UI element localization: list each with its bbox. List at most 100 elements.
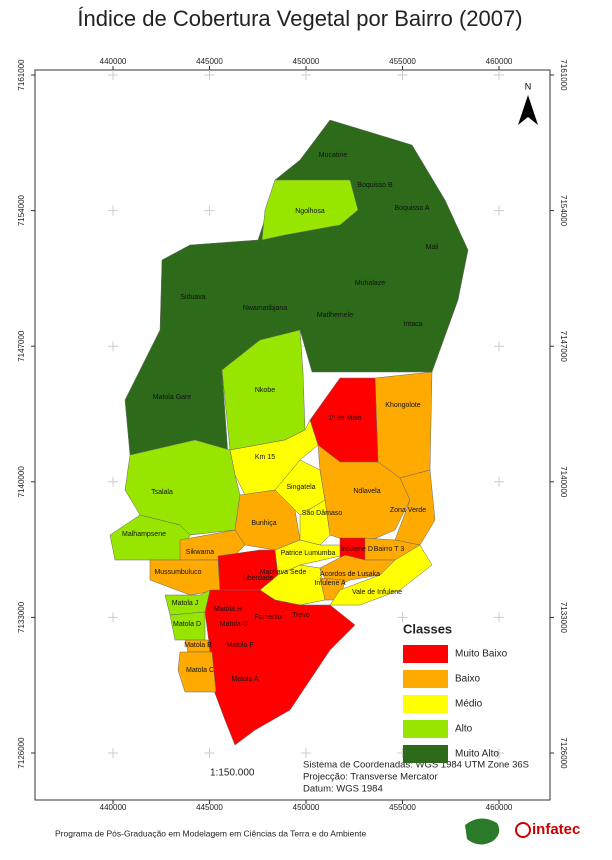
x-tick-label: 450000 <box>293 803 320 812</box>
legend-label: Baixo <box>455 674 480 685</box>
grid-cross <box>108 205 118 216</box>
grid-cross <box>108 341 118 352</box>
y-tick-label: 7133000 <box>17 601 26 633</box>
legend-swatch <box>403 695 448 713</box>
neighborhood-label: Mucatine <box>319 152 348 159</box>
neighborhood-label: Trevo <box>292 612 310 619</box>
grid-cross <box>204 748 215 758</box>
logo-text: infatec <box>532 821 580 838</box>
neighborhood-label: Ngolhosa <box>295 208 325 215</box>
neighborhood-label: Matlhemele <box>317 312 353 319</box>
grid-cross <box>494 341 504 352</box>
y-tick-label: 7140000 <box>17 466 26 498</box>
neighborhood-label: Km 15 <box>255 454 275 461</box>
north-arrow-shape <box>518 95 538 125</box>
neighborhood-area <box>164 589 211 616</box>
neighborhood-area <box>261 179 359 241</box>
y-tick-label: 7126000 <box>17 737 26 769</box>
grid-cross <box>301 70 311 80</box>
x-tick-label: 440000 <box>100 803 127 812</box>
legend-label: Alto <box>455 724 473 735</box>
neighborhood-label: Matola H <box>214 606 242 613</box>
neighborhood-area <box>177 651 217 693</box>
neighborhood-label: Siduava <box>180 294 205 301</box>
x-tick-label: 440000 <box>100 57 127 66</box>
neighborhood-label: Khongolote <box>385 402 421 409</box>
y-tick-label: 7126000 <box>559 737 568 769</box>
labels: Matola Gare Mucatine Boquisso B Boquisso A M… <box>122 152 439 683</box>
grid-cross <box>108 612 118 623</box>
neighborhood-label: Malhampsene <box>122 531 166 538</box>
grid-cross <box>204 205 215 216</box>
neighborhood-label: Bunhiça <box>251 520 276 527</box>
y-tick-label: 7140000 <box>559 466 568 498</box>
north-label: N <box>525 81 532 91</box>
legend-swatch <box>403 745 448 763</box>
neighborhood-label: Bairro T 3 <box>374 546 405 553</box>
neighborhood-label: Mussumbuluco <box>154 569 201 576</box>
legend-label: Médio <box>455 699 483 710</box>
neighborhood-label: Sikwama <box>186 549 215 556</box>
footer-text: Programa de Pós-Graduação em Modelagem e… <box>55 828 366 838</box>
neighborhood-label: Matola F <box>226 642 253 649</box>
x-tick-label: 455000 <box>389 57 416 66</box>
grid-cross <box>397 612 408 623</box>
neighborhood-label: Infulene A <box>314 580 345 587</box>
neighborhood-label: Matola G <box>220 621 248 628</box>
neighborhood-area <box>317 444 411 546</box>
neighborhood-label: Liberdade <box>242 575 273 582</box>
neighborhood-label: Matola D <box>173 621 201 628</box>
x-tick-label: 445000 <box>196 803 223 812</box>
neighborhood-label: Matola C <box>186 667 214 674</box>
neighborhood-area <box>229 419 319 496</box>
legend-swatch <box>403 645 448 663</box>
neighborhood-label: Boquisso B <box>357 182 393 189</box>
y-tick-label: 7161000 <box>17 59 26 91</box>
y-tick-label: 7147000 <box>17 330 26 362</box>
neighborhood-label: 1º de Maio <box>328 415 361 422</box>
neighborhood-label: Zona Verde <box>390 507 426 514</box>
legend-swatch <box>403 670 448 688</box>
x-tick-label: 460000 <box>486 803 513 812</box>
legend-title: Classes <box>403 621 452 636</box>
y-tick-label: 7154000 <box>559 195 568 227</box>
neighborhood-area <box>299 499 331 546</box>
x-tick-label: 455000 <box>389 803 416 812</box>
grid-cross <box>494 476 504 487</box>
north-arrow: N <box>518 81 538 125</box>
neighborhood-label: Mali <box>426 244 439 251</box>
neighborhood-label: Ndlavela <box>353 488 380 495</box>
neighborhood-label: Matola B <box>184 642 212 649</box>
y-tick-label: 7154000 <box>17 194 26 226</box>
legend-label: Muito Baixo <box>455 649 508 660</box>
y-tick-label: 7133000 <box>559 602 568 634</box>
neighborhood-label: Vale de Infulene <box>352 589 402 596</box>
regions <box>109 119 469 746</box>
neighborhood-label: Singatela <box>286 484 315 491</box>
x-tick-label: 445000 <box>196 57 223 66</box>
legend-label: Muito Alto <box>455 749 499 760</box>
info-line: Projecção: Transverse Mercator <box>303 772 438 783</box>
grid-cross <box>494 205 504 216</box>
grid-cross <box>108 748 118 758</box>
grid-cross <box>204 70 215 80</box>
neighborhood-label: São Dâmaso <box>302 510 343 517</box>
neighborhood-label: Matola Gare <box>153 394 192 401</box>
legend-swatch <box>403 720 448 738</box>
grid-cross <box>108 70 118 80</box>
title: Índice de Cobertura Vegetal por Bairro (… <box>77 6 522 31</box>
grid-cross <box>494 748 504 758</box>
neighborhood-label: Nkobe <box>255 387 275 394</box>
neighborhood-label: Machava Sede <box>260 569 307 576</box>
y-tick-label: 7161000 <box>559 59 568 91</box>
info-line: Datum: WGS 1984 <box>303 784 383 795</box>
y-tick-label: 7147000 <box>559 331 568 363</box>
neighborhood-label: Matola J <box>172 600 198 607</box>
neighborhood-label: Muhalaze <box>355 280 385 287</box>
grid-cross <box>397 70 408 80</box>
neighborhood-label: Infulene D <box>341 546 373 553</box>
scale: 1:150.000 <box>210 768 255 779</box>
neighborhood-area <box>374 371 433 479</box>
x-tick-label: 460000 <box>486 57 513 66</box>
